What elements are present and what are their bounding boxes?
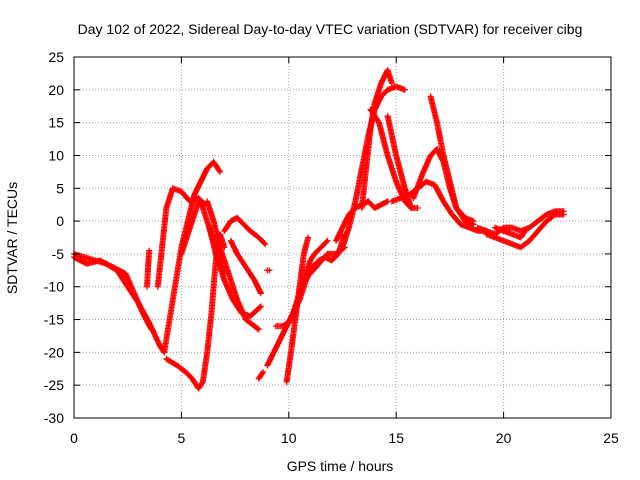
marker-track [283,234,312,385]
x-tick-label: 20 [496,430,512,446]
y-tick-label: -10 [44,279,64,295]
y-axis-label: SDTVAR / TECUs [4,182,20,294]
grid-lines [74,57,611,418]
y-tick-label: -30 [44,410,64,426]
marker-track [307,244,348,277]
y-tick-label: 10 [48,147,64,163]
x-tick-label: 10 [281,430,297,446]
x-tick-label: 15 [388,430,404,446]
y-tick-label: 0 [56,213,64,229]
series-track-10 [221,214,269,248]
y-tick-label: 20 [48,82,64,98]
x-tick-label: 25 [603,430,619,446]
marker-track [427,93,477,228]
series-track-11 [227,237,264,297]
series-track-12 [255,369,267,382]
series-track-27 [483,211,567,251]
series-track-25 [427,93,477,228]
marker-track [206,224,264,320]
series-track-5 [161,159,224,356]
marker-track [264,267,273,274]
series-track-13 [264,267,273,274]
marker-track [71,254,155,333]
y-tick-label: 5 [56,180,64,196]
series-track-22 [384,113,421,211]
data-points [71,67,567,392]
marker-track [161,159,224,356]
marker-track [358,67,395,211]
series-track-21 [367,106,415,211]
marker-track [384,113,421,211]
series-track-3 [144,247,153,290]
y-tick-label: -5 [52,246,65,262]
series-track-16 [283,234,312,385]
marker-track [71,250,168,356]
y-tick-label: -20 [44,344,64,360]
marker-track [367,106,415,211]
marker-track [144,247,153,290]
series-track-20 [358,67,395,211]
series-track-9 [206,224,264,320]
marker-track [492,224,529,241]
y-tick-label: 25 [48,49,64,65]
marker-track [255,369,267,382]
series-track-1 [71,250,168,356]
marker-track [204,198,262,333]
x-tick-label: 5 [178,430,186,446]
marker-track [227,237,264,297]
series-track-17 [307,244,348,277]
chart-title: Day 102 of 2022, Sidereal Day-to-day VTE… [78,21,583,37]
plot-frame [73,56,612,419]
y-tick-label: -15 [44,312,64,328]
series-track-28 [492,224,529,241]
y-tick-label: 15 [48,115,64,131]
axis-ticks: 0 5 10 15 20 25 -30 -25 -20 -15 -10 -5 0 5 10 15 20 25 [44,49,619,446]
y-tick-label: -25 [44,377,64,393]
x-tick-label: 0 [70,430,78,446]
series-track-8 [204,198,262,333]
marker-track [474,208,567,238]
marker-track [221,214,269,248]
x-axis-label: GPS time / hours [287,458,394,474]
series-track-26 [474,208,567,238]
marker-track [483,211,567,251]
series-track-2 [71,254,155,333]
